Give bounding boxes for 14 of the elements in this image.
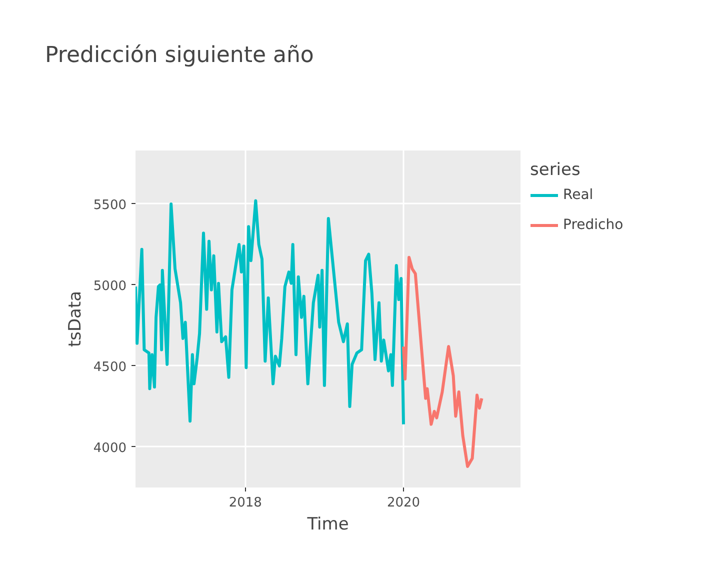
line-series (136, 199, 405, 426)
y-axis-title: tsData (65, 290, 86, 348)
x-tick-label: 2020 (386, 496, 420, 510)
y-tick-label: 5500 (93, 198, 127, 213)
y-tick-label: 4000 (93, 440, 127, 456)
chart-title: Predicción siguiente año (45, 42, 314, 70)
legend-label: Predicho (563, 217, 624, 233)
x-axis-title: Time (306, 514, 349, 534)
legend-label: Real (563, 187, 594, 203)
y-tick-label: 4500 (93, 360, 127, 375)
x-tick-label: 2018 (228, 496, 262, 510)
line-series (402, 256, 484, 468)
legend-title: series (530, 160, 582, 180)
y-tick-label: 5000 (93, 278, 127, 294)
